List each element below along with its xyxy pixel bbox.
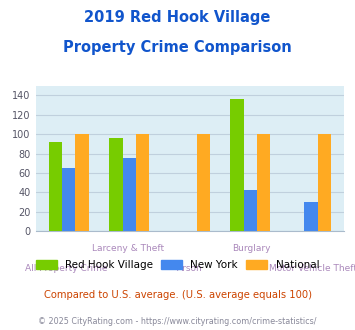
Bar	[318, 134, 331, 231]
Text: Burglary: Burglary	[233, 244, 271, 253]
Bar	[230, 99, 244, 231]
Bar	[257, 134, 271, 231]
Bar	[49, 142, 62, 231]
Bar	[76, 134, 89, 231]
Text: © 2025 CityRating.com - https://www.cityrating.com/crime-statistics/: © 2025 CityRating.com - https://www.city…	[38, 317, 317, 326]
Bar	[109, 138, 123, 231]
Text: Property Crime Comparison: Property Crime Comparison	[63, 40, 292, 54]
Bar	[244, 190, 257, 231]
Bar	[136, 134, 149, 231]
Legend: Red Hook Village, New York, National: Red Hook Village, New York, National	[32, 256, 323, 275]
Text: 2019 Red Hook Village: 2019 Red Hook Village	[84, 10, 271, 25]
Bar	[123, 158, 136, 231]
Text: Larceny & Theft: Larceny & Theft	[92, 244, 164, 253]
Bar	[197, 134, 210, 231]
Bar	[62, 168, 76, 231]
Text: Compared to U.S. average. (U.S. average equals 100): Compared to U.S. average. (U.S. average …	[44, 290, 311, 300]
Text: Motor Vehicle Theft: Motor Vehicle Theft	[269, 264, 355, 273]
Text: Arson: Arson	[177, 264, 203, 273]
Bar	[304, 202, 318, 231]
Text: All Property Crime: All Property Crime	[25, 264, 108, 273]
